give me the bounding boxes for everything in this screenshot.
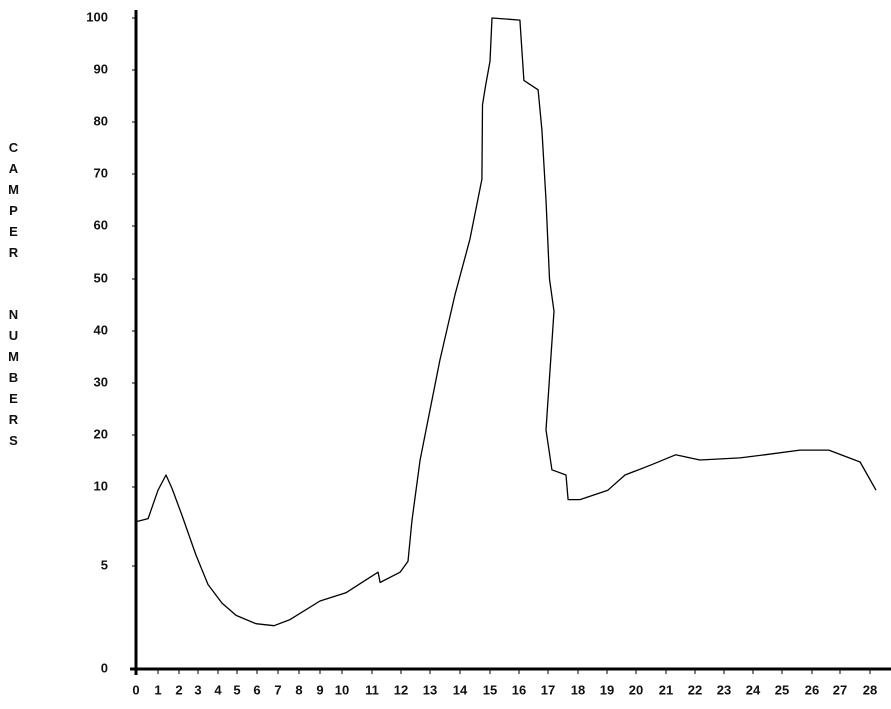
x-tick-label: 3	[194, 682, 201, 697]
y-tick-label: 40	[94, 322, 108, 337]
x-tick-label: 26	[805, 682, 819, 697]
x-tick-label: 11	[365, 682, 379, 697]
x-tick-label: 25	[775, 682, 789, 697]
x-tick-label: 10	[335, 682, 349, 697]
y-tick-label: 10	[94, 478, 108, 493]
x-tick-label: 1	[154, 682, 161, 697]
x-tick-label: 19	[600, 682, 614, 697]
x-tick-label: 2	[175, 682, 182, 697]
x-tick-label: 14	[453, 682, 468, 697]
x-tick-label: 5	[233, 682, 240, 697]
x-tick-label: 22	[688, 682, 702, 697]
line	[135, 17, 877, 627]
y-tick-label: 50	[94, 270, 108, 285]
x-tick-label: 17	[541, 682, 555, 697]
y-tick-label: 0	[101, 660, 108, 675]
y-tick-label: 90	[94, 61, 108, 76]
y-tick-label: 80	[94, 113, 108, 128]
x-tick-label: 9	[316, 682, 323, 697]
y-tick-label: 5	[101, 557, 108, 572]
x-tick-label: 23	[717, 682, 731, 697]
x-tick-label: 0	[132, 682, 139, 697]
y-axis-label: CAMPER NUMBERS	[6, 140, 21, 454]
x-tick-label: 24	[746, 682, 761, 697]
x-tick-label: 21	[659, 682, 673, 697]
x-tick-label: 13	[423, 682, 437, 697]
x-tick-label: 6	[253, 682, 260, 697]
y-tick-label: 60	[94, 217, 108, 232]
x-tick-label: 27	[833, 682, 847, 697]
x-tick-label: 18	[571, 682, 585, 697]
x-tick-label: 20	[629, 682, 643, 697]
y-tick-label: 70	[94, 165, 108, 180]
x-tick-label: 15	[483, 682, 497, 697]
x-tick-label: 8	[295, 682, 302, 697]
x-tick-label: 12	[394, 682, 408, 697]
y-tick-label: 30	[94, 374, 108, 389]
y-tick-label: 100	[86, 9, 108, 24]
x-tick-label: 28	[863, 682, 877, 697]
x-tick-label: 7	[274, 682, 281, 697]
y-tick-label: 20	[94, 426, 108, 441]
x-tick-label: 16	[512, 682, 526, 697]
x-tick-label: 4	[214, 682, 222, 697]
